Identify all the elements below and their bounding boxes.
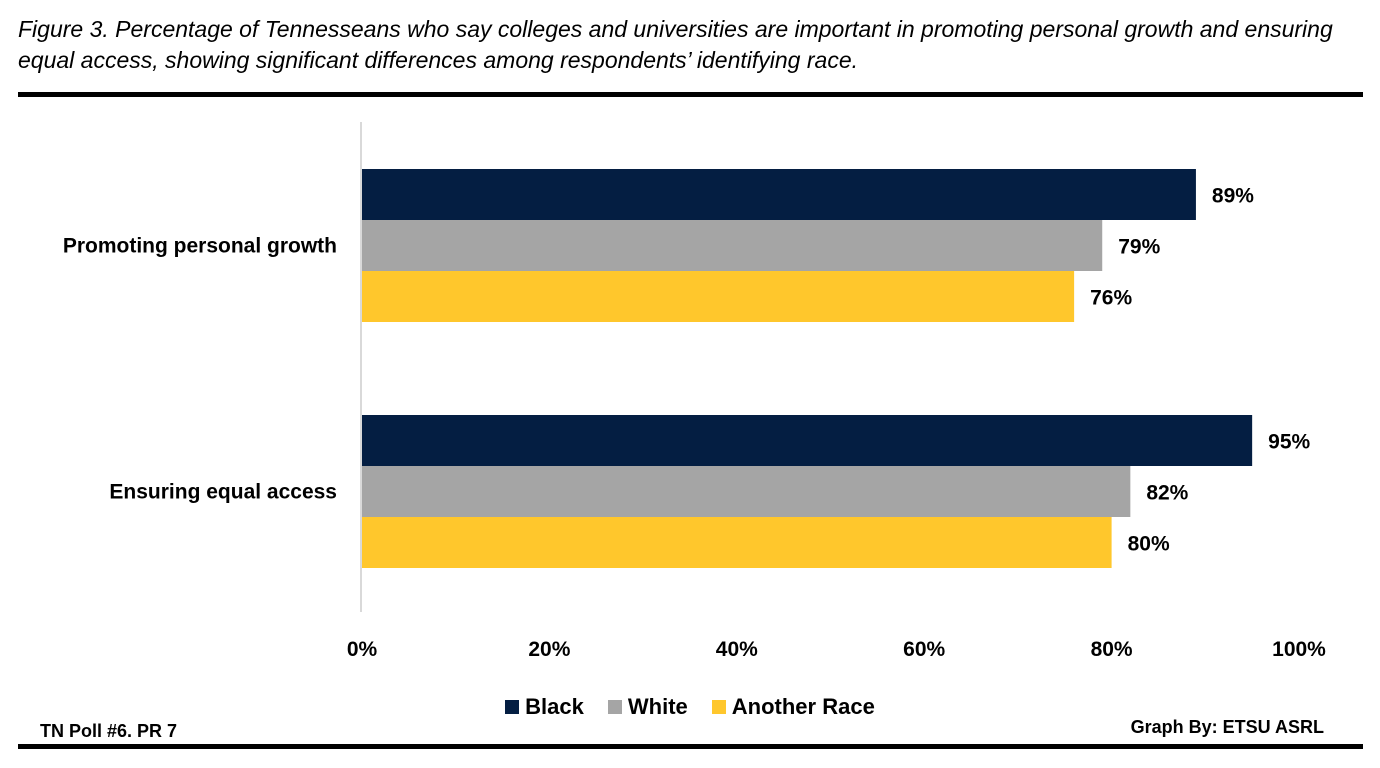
data-label: 82% xyxy=(1146,482,1188,505)
x-tick-label: 80% xyxy=(1091,638,1133,661)
data-label: 89% xyxy=(1212,185,1254,208)
x-tick-label: 0% xyxy=(347,638,378,661)
bar-black xyxy=(362,415,1253,466)
legend-label: Black xyxy=(525,694,584,719)
bar-white xyxy=(362,466,1131,517)
legend-swatch xyxy=(607,700,622,714)
x-tick-label: 40% xyxy=(716,638,758,661)
legend-item-white: White xyxy=(607,694,688,720)
data-label: 76% xyxy=(1090,287,1132,310)
footer-credit: Graph By: ETSU ASRL xyxy=(1130,717,1324,737)
data-label: 95% xyxy=(1268,431,1310,454)
figure-title: Figure 3. Percentage of Tennesseans who … xyxy=(18,16,1333,73)
bar-chart: Promoting personal growth 89% 79% 76% Ensuri… xyxy=(63,122,1326,661)
category-label: Ensuring equal access xyxy=(109,481,337,504)
data-label: 80% xyxy=(1128,533,1170,556)
bottom-rule xyxy=(18,744,1363,749)
category-label: Promoting personal growth xyxy=(63,235,337,258)
data-label: 79% xyxy=(1118,236,1160,259)
bar-black xyxy=(362,169,1196,220)
footer-source: TN Poll #6. PR 7 xyxy=(40,721,178,741)
legend: Black White Another Race xyxy=(0,694,1380,720)
legend-swatch xyxy=(505,700,520,714)
top-rule xyxy=(18,92,1363,97)
x-tick-label: 100% xyxy=(1272,638,1326,661)
bar-another-race xyxy=(362,271,1075,322)
x-tick-label: 60% xyxy=(903,638,945,661)
x-tick-label: 20% xyxy=(528,638,570,661)
legend-swatch xyxy=(711,700,726,714)
bar-white xyxy=(362,220,1103,271)
legend-label: Another Race xyxy=(731,694,875,719)
legend-label: White xyxy=(627,694,688,719)
legend-item-black: Black xyxy=(505,694,584,720)
bar-another-race xyxy=(362,517,1112,568)
legend-item-another-race: Another Race xyxy=(711,694,875,720)
